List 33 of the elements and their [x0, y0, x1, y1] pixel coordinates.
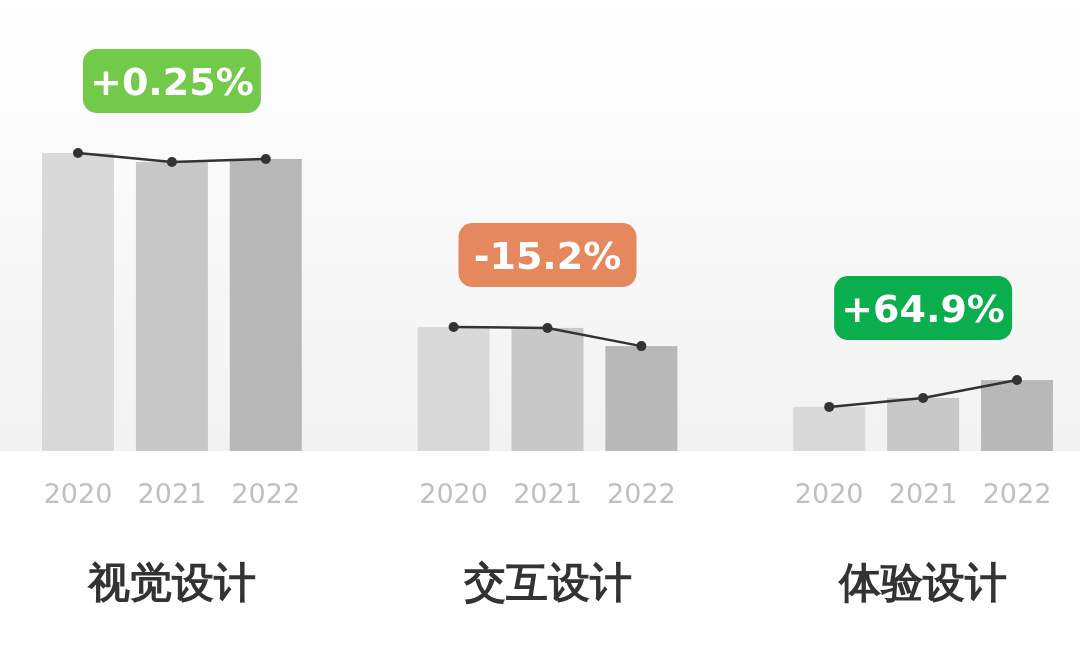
- text: 视觉设计: [86, 558, 256, 607]
- x-tick-label: 2022: [607, 478, 676, 509]
- point: [636, 341, 647, 352]
- point: [73, 148, 83, 158]
- text: 体验设计: [837, 558, 1008, 607]
- bar: [511, 327, 584, 451]
- bar: [793, 406, 866, 451]
- bar: [417, 327, 490, 451]
- point: [1012, 375, 1022, 386]
- x-tick-label: 2020: [419, 478, 488, 509]
- point: [824, 401, 835, 412]
- bar: [135, 161, 208, 451]
- point: [260, 153, 271, 164]
- x-tick-label: 2022: [982, 478, 1052, 509]
- x-tick-label: 2021: [137, 478, 207, 509]
- x-tick-label: 2021: [513, 478, 582, 509]
- point: [166, 156, 177, 167]
- text: 交互设计: [462, 558, 632, 607]
- point: [918, 392, 929, 403]
- annotation: -15.2%: [473, 234, 622, 279]
- bar: [887, 397, 960, 451]
- point: [448, 322, 459, 333]
- x-tick-label: 2022: [231, 478, 301, 509]
- bar: [605, 346, 678, 451]
- annotation: +64.9%: [841, 287, 1005, 332]
- x-tick-label: 2020: [794, 478, 864, 509]
- bar: [42, 153, 114, 451]
- bar: [981, 380, 1053, 451]
- bar: [229, 158, 302, 451]
- x-tick-label: 2020: [43, 478, 113, 509]
- text: +0.25%: [90, 60, 254, 104]
- x-tick-label: 2021: [888, 478, 958, 509]
- point: [542, 322, 553, 333]
